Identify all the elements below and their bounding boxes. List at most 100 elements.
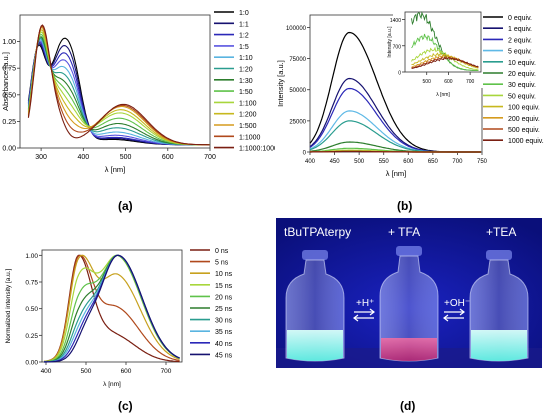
- y-axis-label: Intensity [a.u.]: [387, 26, 393, 58]
- series-line: [310, 150, 481, 153]
- inset-series-line: [411, 56, 479, 69]
- legend-label: 10 ns: [215, 271, 233, 278]
- legend-label: 5 ns: [215, 260, 229, 267]
- legend-label: 1 equiv.: [508, 26, 532, 33]
- x-tick-label: 650: [428, 159, 439, 165]
- x-tick-label: 700: [161, 368, 172, 375]
- legend-label: 1:0: [239, 10, 249, 17]
- legend-label: 500 equiv.: [508, 127, 540, 134]
- inset-series-line: [411, 46, 479, 71]
- series-line: [44, 254, 180, 363]
- y-tick-label: 0.75: [25, 280, 38, 287]
- legend-label: 1:1000: [239, 134, 261, 141]
- y-axis-label: Intensity [a.u.]: [276, 60, 285, 107]
- x-tick-label: 450: [330, 159, 341, 165]
- legend-label: 15 ns: [215, 283, 233, 290]
- legend-label: 1000 equiv.: [508, 138, 544, 145]
- legend-label: 40 ns: [215, 341, 233, 348]
- legend-label: 1:1: [239, 21, 249, 28]
- x-tick-label: 700: [204, 154, 216, 161]
- chart-c: 400 500 600 700 0.00 0.25 0.50 0.75 1.00 λ [nm] No…: [5, 248, 233, 388]
- plot-frame: [41, 249, 183, 363]
- legend-label: 1:500: [239, 123, 257, 130]
- legend-label: 1:50: [239, 89, 253, 96]
- x-tick-label: 300: [35, 154, 47, 161]
- y-tick-label: 50000: [289, 88, 306, 94]
- legend-label: 30 ns: [215, 318, 233, 325]
- x-tick-label: 550: [379, 159, 390, 165]
- y-tick-label: 0.00: [2, 146, 16, 153]
- panel-label-d: (d): [400, 399, 416, 413]
- y-tick-label: 0.00: [25, 360, 38, 367]
- x-tick-label: 500: [423, 79, 432, 85]
- reversible-arrow-right-icon: [443, 308, 465, 322]
- series-line: [309, 120, 481, 153]
- legend-label: 1:200: [239, 112, 257, 119]
- x-tick-label: 500: [81, 368, 92, 375]
- legend-label: 45 ns: [215, 352, 233, 359]
- y-tick-label: 0.25: [25, 333, 38, 340]
- panel-label-a: (a): [118, 199, 133, 213]
- y-tick-label: 1400: [390, 18, 401, 24]
- series-line: [27, 24, 210, 146]
- x-tick-label: 700: [466, 79, 475, 85]
- y-tick-label: 0: [398, 71, 401, 77]
- panel-label-c: (c): [118, 399, 133, 413]
- reversible-arrow-left-icon: [353, 308, 375, 322]
- x-tick-label: 400: [41, 368, 52, 375]
- x-tick-label: 600: [121, 368, 132, 375]
- legend-label: 200 equiv.: [508, 116, 540, 123]
- x-axis-label: λ [nm]: [103, 381, 121, 388]
- series-line: [43, 254, 180, 362]
- photo-vials: tBuTPAterpy + TFA +TEA +H⁺ +OH⁻: [276, 218, 542, 368]
- y-axis-label: Normalized intensity [a.u.]: [5, 268, 12, 343]
- legend-label: 20 equiv.: [508, 71, 536, 78]
- x-tick-label: 500: [120, 154, 132, 161]
- legend-label: 1:1000:1000: [239, 146, 275, 153]
- label-tfa: + TFA: [388, 225, 420, 239]
- legend-label: 50 equiv.: [508, 93, 536, 100]
- vial-right: [469, 250, 529, 362]
- x-axis-label: λ [nm]: [386, 169, 406, 178]
- legend-label: 20 ns: [215, 294, 233, 301]
- inset-series-line: [411, 52, 479, 69]
- vial-middle: [379, 246, 439, 362]
- y-tick-label: 1.00: [2, 39, 16, 46]
- plot-frame: [19, 14, 211, 149]
- x-tick-label: 600: [162, 154, 174, 161]
- arrow-label-base: +OH⁻: [444, 298, 470, 309]
- label-tea: +TEA: [486, 225, 516, 239]
- x-tick-label: 600: [444, 79, 453, 85]
- inset-chart: 500 600 700 0 700 1400 λ [nm] Intensity [a.u.]: [387, 10, 483, 98]
- legend-label: 0 ns: [215, 248, 229, 255]
- x-tick-label: 400: [305, 159, 316, 165]
- inset-series-line: [411, 54, 479, 69]
- y-tick-label: 0.50: [25, 306, 38, 313]
- legend-label: 35 ns: [215, 329, 233, 336]
- plot-frame: [404, 11, 482, 73]
- legend-label: 1:10: [239, 55, 253, 62]
- y-tick-label: 100000: [286, 26, 307, 32]
- y-tick-label: 0.50: [2, 92, 16, 99]
- legend-label: 1:20: [239, 67, 253, 74]
- panel-label-b: (b): [397, 199, 413, 213]
- legend-label: 1:2: [239, 33, 249, 40]
- legend-label: 1:5: [239, 44, 249, 51]
- legend-label: 25 ns: [215, 306, 233, 313]
- legend-label: 1:30: [239, 78, 253, 85]
- x-tick-label: 600: [403, 159, 414, 165]
- label-tbutpaterpy: tBuTPAterpy: [284, 225, 351, 239]
- y-tick-label: 25000: [289, 119, 306, 125]
- y-tick-label: 0: [303, 151, 307, 157]
- legend-label: 30 equiv.: [508, 82, 536, 89]
- legend-label: 100 equiv.: [508, 105, 540, 112]
- chart-b: 400 450 500 550 600 650 700 750 0 25000 50000 75000…: [276, 10, 544, 178]
- legend-label: 10 equiv.: [508, 60, 536, 67]
- x-tick-label: 500: [354, 159, 365, 165]
- arrow-label-acid: +H⁺: [356, 298, 374, 309]
- legend-label: 2 equiv.: [508, 37, 532, 44]
- chart-a: 300 400 500 600 700 0.00 0.25 0.50 0.75 1.00 λ [nm…: [1, 10, 275, 174]
- x-tick-label: 750: [477, 159, 488, 165]
- y-tick-label: 0.75: [2, 66, 16, 73]
- series-line: [43, 254, 180, 363]
